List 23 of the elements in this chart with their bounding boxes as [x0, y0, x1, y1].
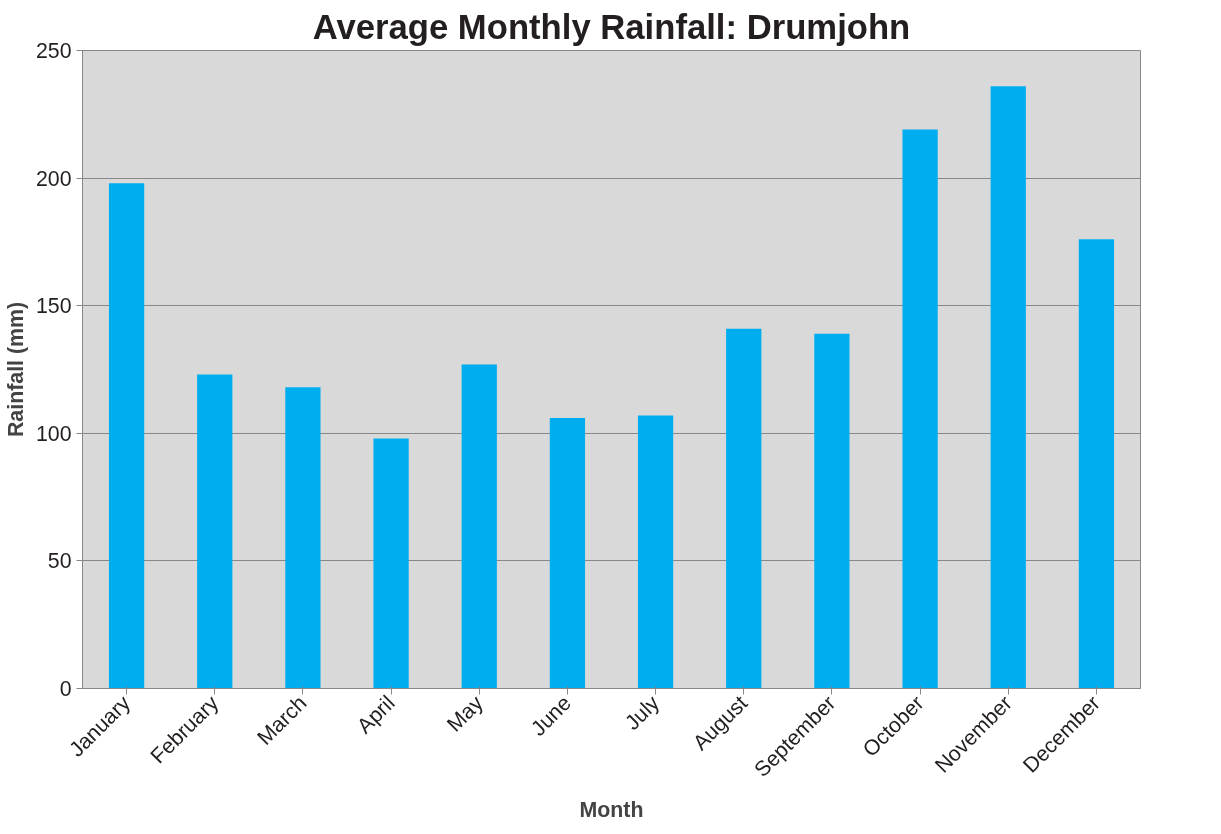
chart-title: Average Monthly Rainfall: Drumjohn: [312, 7, 911, 46]
bar: [108, 183, 145, 689]
bar: [197, 374, 233, 689]
y-tick-label: 50: [47, 549, 72, 574]
y-tick-label: 250: [35, 39, 72, 63]
bar: [549, 417, 586, 689]
x-tick-label: July: [620, 690, 665, 735]
y-tick-label: 200: [35, 166, 72, 191]
bar: [990, 86, 1026, 689]
bar: [726, 328, 762, 689]
bar: [373, 438, 409, 689]
y-tick-label: 0: [59, 677, 72, 701]
bar: [461, 364, 497, 689]
bar: [637, 415, 674, 689]
bar: [285, 387, 321, 689]
y-tick-label: 100: [35, 421, 72, 446]
bar: [1078, 239, 1115, 689]
y-axis-title: Rainfall (mm): [3, 301, 28, 438]
x-tick-label: May: [442, 690, 488, 737]
bar: [902, 129, 938, 689]
y-tick-label: 150: [35, 294, 72, 319]
x-axis-title: Month: [579, 798, 644, 823]
bar: [814, 333, 850, 689]
